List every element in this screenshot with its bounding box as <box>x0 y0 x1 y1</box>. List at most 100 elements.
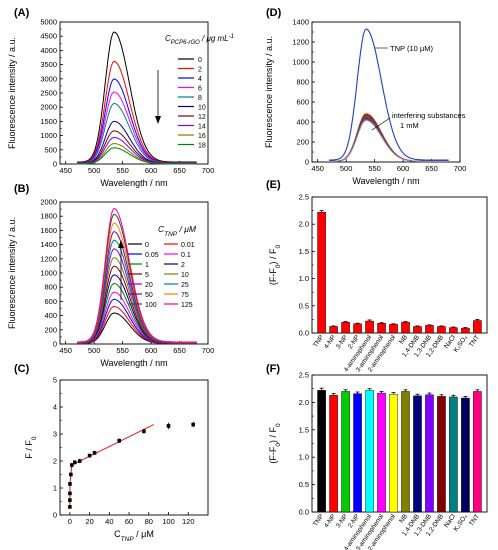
y-tick-label: 1800 <box>40 212 57 221</box>
data-point <box>68 505 72 509</box>
legend-label: 1 <box>145 262 149 269</box>
y-tick-label: 2.5 <box>299 371 309 380</box>
spectrum-line <box>77 147 197 165</box>
x-category-label: 4-NP <box>323 334 337 350</box>
y-axis-label: Fluorescence intensity / a.u. <box>7 37 17 149</box>
bar <box>425 394 434 513</box>
panel-f-competition-bar-chart: (F)0.00.51.01.52.02.5TNP4-NP3-NP2-NP4-am… <box>266 363 488 550</box>
legend-label: 0.1 <box>181 252 191 259</box>
bar <box>365 390 374 513</box>
trend-arrow-head <box>118 240 124 248</box>
y-tick-label: 0 <box>53 160 57 169</box>
x-category-label: 4-NP <box>323 513 337 529</box>
bar <box>329 395 338 513</box>
panel-d-interference-spectra-chart: (D) 0 200 400 600 800 1000 1200 1400 450 500 550 600… <box>264 7 466 186</box>
y-tick-label: 0 <box>305 158 309 167</box>
fit-line <box>71 424 154 466</box>
y-tick-label: 500 <box>44 145 57 154</box>
panel-e-selectivity-bar-chart: (E)0.00.51.01.52.02.5TNP4-NP3-NP2-NP4-am… <box>266 179 488 373</box>
spectrum-line <box>329 114 449 162</box>
bar <box>353 393 362 513</box>
y-tick-label: 1.0 <box>299 453 309 462</box>
x-tick-label: 650 <box>425 164 438 173</box>
y-tick-label: 1200 <box>292 38 309 47</box>
bar <box>401 321 410 334</box>
x-tick-label: 120 <box>182 517 195 526</box>
y-tick-label: 1.5 <box>299 425 309 434</box>
x-tick-label: 60 <box>125 517 133 526</box>
y-axis-label: Fluorescence intensity / a.u. <box>264 36 274 148</box>
panel-label: (F) <box>266 363 280 375</box>
data-point <box>68 498 72 502</box>
x-category-label: NB <box>398 513 409 524</box>
y-tick-label: 2 <box>53 457 57 466</box>
legend-title: CTNP / μM <box>158 224 197 238</box>
legend-label: 16 <box>198 133 206 140</box>
y-axis-label: (F-F0) / F0 <box>268 423 282 464</box>
x-axis-label: Wavelength / nm <box>352 176 419 186</box>
spectrum-line <box>329 116 449 162</box>
x-tick-label: 600 <box>145 346 158 355</box>
data-point <box>87 453 92 458</box>
legend-label: 125 <box>181 302 193 309</box>
spectrum-line <box>329 116 449 162</box>
legend-label: 25 <box>181 282 189 289</box>
legend-label: 75 <box>181 292 189 299</box>
bar <box>413 395 422 513</box>
y-tick-label: 0 <box>53 511 57 520</box>
y-tick-label: 0.0 <box>299 508 309 517</box>
data-point <box>117 438 121 443</box>
y-tick-label: 5 <box>53 376 57 385</box>
legend-label: 100 <box>145 302 157 309</box>
spectrum-line <box>329 118 449 162</box>
trend-arrow-head <box>155 116 161 124</box>
x-tick-label: 550 <box>116 346 129 355</box>
spectrum-line <box>329 118 449 162</box>
y-axis-label: F / F0 <box>24 436 38 459</box>
y-tick-label: 4500 <box>40 32 57 41</box>
legend-label: 2 <box>181 262 185 269</box>
annotation-leader <box>371 117 391 131</box>
x-tick-label: 700 <box>454 164 467 173</box>
data-point <box>68 491 72 496</box>
legend-label: 12 <box>198 114 206 121</box>
x-tick-label: 500 <box>88 166 101 175</box>
data-point <box>77 459 82 463</box>
bar <box>425 325 434 334</box>
y-axis-label: (F-F0) / F0 <box>268 245 282 286</box>
y-tick-label: 600 <box>296 98 309 107</box>
x-tick-label: 100 <box>162 517 175 526</box>
spectrum-line <box>329 117 449 162</box>
spectrum-line <box>77 60 197 163</box>
x-tick-label: 650 <box>173 346 186 355</box>
y-tick-label: 0 <box>53 340 57 349</box>
y-tick-label: 1000 <box>40 131 57 140</box>
y-axis-label: Fluorescence intensity / a.u. <box>7 217 17 329</box>
y-tick-label: 3000 <box>40 74 57 83</box>
x-tick-label: 600 <box>397 164 410 173</box>
y-tick-label: 200 <box>44 325 57 334</box>
x-category-label: TNT <box>468 334 481 348</box>
panel-c-calibration-chart: (C) 0 1 2 3 4 5 0 20 40 60 80 100 120 F / F0 CTNP / μM <box>14 363 209 543</box>
y-tick-label: 2500 <box>40 89 57 98</box>
legend-label: 14 <box>198 123 206 130</box>
y-tick-label: 1400 <box>292 18 309 27</box>
legend-label: 2 <box>198 66 202 73</box>
bar <box>341 321 350 334</box>
legend-label: 20 <box>145 282 153 289</box>
bar <box>461 327 470 334</box>
spectrum-line <box>329 119 449 162</box>
data-point <box>70 463 74 467</box>
x-tick-label: 700 <box>202 346 215 355</box>
annotation-tnp: TNP (10 μM) <box>390 44 433 53</box>
x-tick-label: 550 <box>116 166 129 175</box>
panel-label: (D) <box>266 7 282 19</box>
bar <box>461 397 470 513</box>
y-tick-label: 5000 <box>40 18 57 27</box>
y-tick-label: 1600 <box>40 226 57 235</box>
bar <box>449 396 458 513</box>
y-tick-label: 2000 <box>40 198 57 207</box>
bar <box>317 212 326 334</box>
bar <box>449 327 458 334</box>
